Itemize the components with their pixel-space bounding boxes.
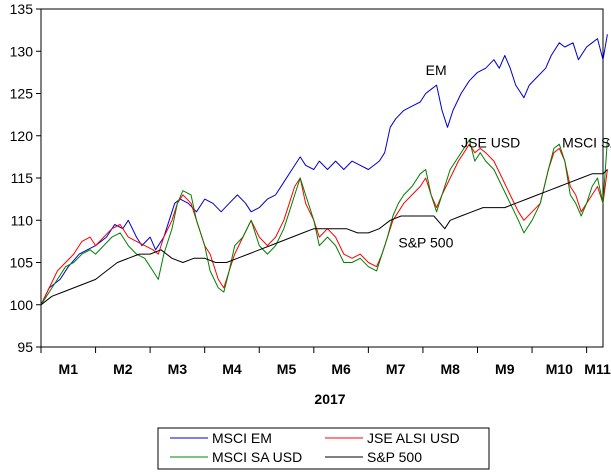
x-tick-label: M1 <box>59 361 79 377</box>
annotation-label: S&P 500 <box>398 234 453 250</box>
legend-label: JSE ALSI USD <box>367 430 460 446</box>
y-tick-label: 105 <box>10 255 34 271</box>
y-tick-label: 130 <box>10 43 34 59</box>
y-tick-label: 95 <box>17 339 33 355</box>
series-line-s-p-500 <box>40 169 608 306</box>
series-line-msci-em <box>40 34 608 306</box>
legend-label: S&P 500 <box>367 449 422 465</box>
y-tick-label: 110 <box>11 212 34 228</box>
series-line-msci-sa-usd <box>40 139 608 306</box>
x-tick-label: M4 <box>222 361 242 377</box>
y-tick-label: 115 <box>11 170 34 186</box>
legend-box <box>157 427 490 470</box>
legend: MSCI EM JSE ALSI USD MSCI SA USD S&P 500 <box>157 427 490 470</box>
x-tick-label: M7 <box>386 361 406 377</box>
y-tick-label: 135 <box>10 1 34 17</box>
y-tick-label: 100 <box>10 297 34 313</box>
series-layer <box>40 34 608 306</box>
x-tick-label: M9 <box>495 361 515 377</box>
annotation-label: MSCI SA <box>562 135 611 151</box>
annotation-label: EM <box>426 62 447 78</box>
x-tick-label: M11 <box>584 361 611 377</box>
x-tick-label: M2 <box>113 361 133 377</box>
x-tick-label: M6 <box>331 361 351 377</box>
x-tick-label: M8 <box>440 361 460 377</box>
series-line-jse-alsi-usd <box>40 143 608 306</box>
annotation-label: JSE USD <box>461 135 520 151</box>
plot-frame <box>40 8 604 348</box>
y-tick-label: 120 <box>10 128 34 144</box>
x-tick-label: M5 <box>277 361 297 377</box>
y-axis: 95 100 105 110 115 120 125 130 135 <box>10 1 41 355</box>
annotations: EM JSE USD MSCI SA S&P 500 <box>398 62 611 250</box>
x-axis: M1 M2 M3 M4 M5 M6 M7 M8 M9 M10 M11 <box>40 347 611 377</box>
y-tick-label: 125 <box>10 86 34 102</box>
x-tick-label: M3 <box>168 361 188 377</box>
x-tick-label: M10 <box>546 361 573 377</box>
legend-label: MSCI SA USD <box>212 449 302 465</box>
x-axis-label: 2017 <box>314 391 345 407</box>
legend-label: MSCI EM <box>212 430 272 446</box>
